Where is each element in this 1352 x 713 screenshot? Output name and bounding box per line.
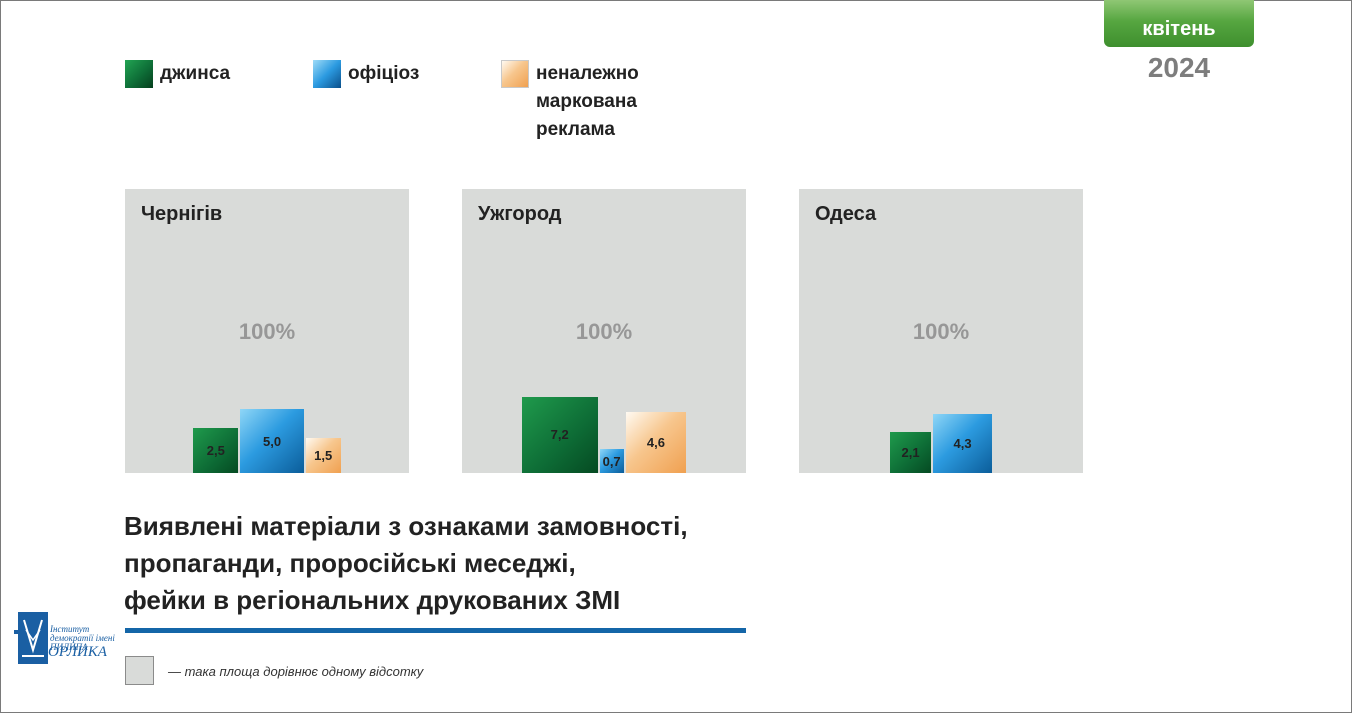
institute-logo-icon	[14, 612, 48, 664]
bar-official: 4,3	[933, 414, 993, 473]
bar-value-label: 4,6	[646, 435, 665, 451]
bar-value-label: 2,1	[901, 444, 920, 460]
legend-item-advertising: неналежно маркована реклама	[501, 60, 639, 144]
panel-title: Ужгород	[478, 203, 562, 225]
legend-label-official: офіціоз	[348, 63, 420, 84]
bar-advertising: 1,5	[305, 438, 341, 473]
divider-rule	[125, 628, 746, 633]
bar-value-label: 1,5	[314, 448, 333, 464]
logo-text-line2: ОРЛИКА	[48, 644, 107, 660]
panel-uzhhorod: Ужгород 100% 7,2 0,7 4,6	[462, 189, 746, 473]
bar-value-label: 7,2	[550, 427, 569, 443]
legend-swatch-jeans	[125, 60, 153, 88]
legend-label-jeans: джинса	[160, 63, 231, 84]
panel-odesa: Одеса 100% 2,1 4,3	[799, 189, 1083, 473]
bar-value-label: 5,0	[263, 433, 282, 449]
legend-label-advertising: неналежно маркована реклама	[536, 63, 639, 140]
scale-note-swatch	[125, 656, 154, 685]
headline: Виявлені матеріали з ознаками замовності…	[124, 511, 688, 615]
year-label: 2024	[1147, 52, 1211, 83]
bar-value-label: 2,5	[206, 443, 225, 459]
panel-title: Одеса	[815, 203, 877, 225]
bar-official: 0,7	[599, 449, 624, 473]
legend-item-official: офіціоз	[313, 60, 419, 88]
reference-label: 100%	[912, 319, 970, 344]
bar-jeans: 7,2	[521, 396, 598, 473]
bar-jeans: 2,1	[889, 431, 932, 473]
reference-label: 100%	[575, 319, 633, 344]
bar-value-label: 0,7	[602, 453, 621, 469]
legend-swatch-advertising	[501, 60, 529, 88]
scale-note-text: — така площа дорівнює одному відсотку	[168, 664, 424, 679]
bar-value-label: 4,3	[953, 436, 972, 452]
panel-title: Чернігів	[141, 203, 223, 225]
legend-item-jeans: джинса	[125, 60, 230, 88]
month-badge: квітень	[1104, 0, 1254, 47]
logo-text-line1: Інститут демократії імені ПИЛИПА	[50, 624, 115, 652]
legend-swatch-official	[313, 60, 341, 88]
panel-chernihiv: Чернігів 100% 2,5 5,0 1,5	[125, 189, 409, 473]
reference-label: 100%	[238, 319, 296, 344]
bar-jeans: 2,5	[193, 428, 239, 473]
bar-advertising: 4,6	[625, 412, 687, 473]
bar-official: 5,0	[240, 409, 304, 473]
